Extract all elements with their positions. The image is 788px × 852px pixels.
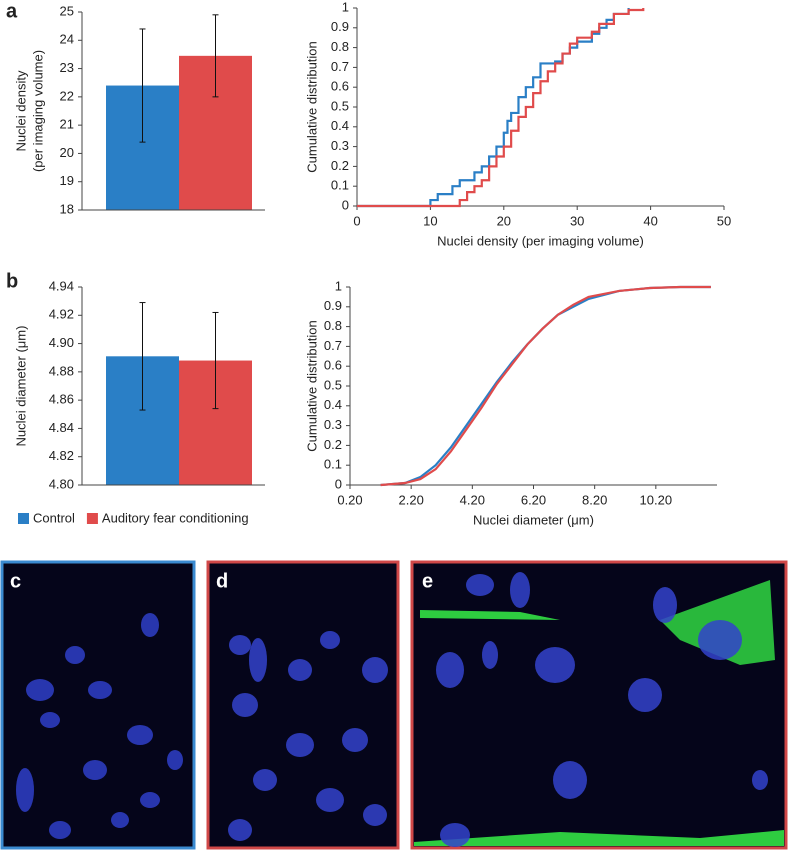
- y-tick-label: 4.82: [49, 448, 74, 463]
- y-axis-label: Cumulative distribution: [304, 320, 319, 452]
- y-tick-label: 0.2: [324, 437, 342, 452]
- panel-label: a: [6, 0, 18, 22]
- y-tick-label: 1: [335, 278, 342, 293]
- x-tick-label: 0.20: [337, 492, 362, 507]
- y-tick-label: 4.86: [49, 392, 74, 407]
- y-tick-label: 19: [60, 173, 74, 188]
- error-bar: [212, 14, 219, 98]
- image-e: e: [410, 560, 788, 850]
- y-tick-label: 0.9: [331, 19, 349, 34]
- panel-label: b: [6, 270, 18, 292]
- x-tick-label: 0: [353, 213, 360, 228]
- x-tick-label: 4.20: [460, 492, 485, 507]
- y-tick-label: 0.9: [324, 298, 342, 313]
- y-tick-label: 0: [342, 197, 349, 212]
- y-axis-label: Nuclei density: [13, 70, 28, 151]
- y-tick-label: 4.94: [49, 278, 74, 293]
- y-tick-label: 0.7: [331, 59, 349, 74]
- y-tick-label: 0: [335, 476, 342, 491]
- x-tick-label: 10.20: [640, 492, 673, 507]
- y-tick-label: 0.3: [331, 138, 349, 153]
- x-tick-label: 20: [497, 213, 511, 228]
- y-tick-label: 21: [60, 117, 74, 132]
- image-label: e: [422, 570, 433, 592]
- legend-label: Control: [33, 510, 75, 525]
- x-tick-label: 30: [570, 213, 584, 228]
- y-tick-label: 0.6: [331, 79, 349, 94]
- y-tick-label: 20: [60, 145, 74, 160]
- y-tick-label: 18: [60, 201, 74, 216]
- legend-swatch: [86, 513, 98, 524]
- legend-swatch: [18, 513, 29, 524]
- error-bar: [139, 302, 146, 411]
- x-axis-label: Nuclei density (per imaging volume): [437, 233, 644, 248]
- y-tick-label: 24: [60, 32, 74, 47]
- image-label: c: [10, 570, 21, 592]
- y-tick-label: 0.4: [331, 118, 349, 133]
- x-axis-label: Nuclei diameter (μm): [473, 512, 594, 527]
- y-tick-label: 4.80: [49, 476, 74, 491]
- image-c: c: [0, 560, 196, 850]
- x-tick-label: 8.20: [582, 492, 607, 507]
- y-axis-label: (per imaging volume): [30, 50, 45, 172]
- x-tick-label: 40: [643, 213, 657, 228]
- y-tick-label: 23: [60, 60, 74, 75]
- y-tick-label: 0.6: [324, 358, 342, 373]
- y-tick-label: 0.3: [324, 417, 342, 432]
- y-tick-label: 1: [342, 0, 349, 14]
- cdf-line: [380, 285, 711, 487]
- y-tick-label: 4.84: [49, 420, 74, 435]
- legend-label: Auditory fear conditioning: [102, 510, 249, 525]
- y-axis-label: Cumulative distribution: [304, 41, 319, 173]
- y-tick-label: 0.1: [331, 178, 349, 193]
- y-tick-label: 0.5: [331, 98, 349, 113]
- y-tick-label: 0.8: [324, 318, 342, 333]
- y-tick-label: 0.5: [324, 377, 342, 392]
- y-tick-label: 0.1: [324, 457, 342, 472]
- y-tick-label: 4.88: [49, 363, 74, 378]
- error-bar: [212, 311, 219, 410]
- x-tick-label: 6.20: [521, 492, 546, 507]
- y-axis-label: Nuclei diameter (μm): [13, 326, 28, 447]
- y-tick-label: 0.7: [324, 338, 342, 353]
- y-tick-label: 25: [60, 3, 74, 18]
- y-tick-label: 4.92: [49, 307, 74, 322]
- cdf-line: [357, 8, 645, 208]
- error-bar: [139, 28, 146, 143]
- y-tick-label: 0.8: [331, 39, 349, 54]
- x-tick-label: 50: [717, 213, 731, 228]
- x-tick-label: 10: [423, 213, 437, 228]
- y-tick-label: 0.4: [324, 397, 342, 412]
- x-tick-label: 2.20: [399, 492, 424, 507]
- y-tick-label: 0.2: [331, 158, 349, 173]
- y-tick-label: 22: [60, 88, 74, 103]
- image-d: d: [206, 560, 400, 850]
- cdf-line: [380, 285, 711, 487]
- image-label: d: [216, 570, 228, 592]
- y-tick-label: 4.90: [49, 335, 74, 350]
